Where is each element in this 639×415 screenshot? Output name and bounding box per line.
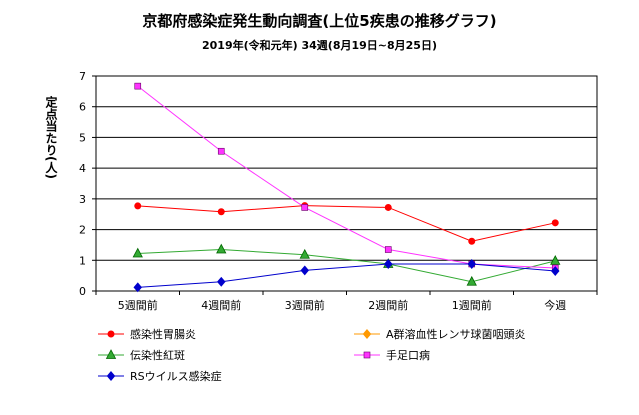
chart-legend: 感染性胃腸炎 A群溶血性レンサ球菌咽頭炎伝染性紅斑 手足口病 RSウイルス感染症 bbox=[96, 326, 596, 396]
legend-item: 感染性胃腸炎 bbox=[96, 326, 196, 342]
data-point bbox=[134, 202, 142, 210]
legend-item: 伝染性紅斑 bbox=[96, 347, 185, 363]
data-point bbox=[550, 266, 560, 277]
x-tick-label: 1週間前 bbox=[452, 298, 492, 312]
data-point bbox=[132, 247, 143, 258]
legend-marker bbox=[362, 329, 372, 339]
data-point bbox=[551, 219, 559, 227]
legend-label: A群溶血性レンサ球菌咽頭炎 bbox=[386, 328, 526, 341]
data-point bbox=[384, 203, 392, 211]
data-point bbox=[384, 246, 392, 253]
legend-marker bbox=[106, 371, 116, 381]
x-tick-label: 2週間前 bbox=[368, 298, 408, 312]
legend-label: 感染性胃腸炎 bbox=[130, 328, 196, 341]
data-point bbox=[467, 259, 477, 269]
chart-title: 京都府感染症発生動向調査(上位5疾患の推移グラフ) bbox=[142, 12, 497, 30]
data-point bbox=[300, 265, 310, 276]
series-line-3 bbox=[137, 85, 556, 269]
data-point bbox=[133, 282, 143, 293]
data-point bbox=[299, 248, 310, 259]
data-point bbox=[217, 147, 225, 155]
y-tick-label: 5 bbox=[79, 131, 86, 144]
legend-swatch bbox=[98, 349, 124, 359]
series-line-0 bbox=[137, 205, 556, 242]
data-point bbox=[466, 275, 477, 286]
legend-marker bbox=[105, 349, 117, 359]
legend-marker bbox=[107, 330, 115, 338]
x-tick-label: 今週 bbox=[544, 298, 566, 312]
y-tick-label: 7 bbox=[79, 70, 86, 83]
y-tick-label: 6 bbox=[79, 101, 86, 114]
legend-swatch bbox=[98, 330, 124, 338]
chart-subtitle: 2019年(令和元年) 34週(8月19日~8月25日) bbox=[201, 39, 437, 52]
data-point bbox=[216, 276, 226, 287]
legend-item: RSウイルス感染症 bbox=[96, 368, 222, 384]
legend-label: 手足口病 bbox=[386, 349, 430, 362]
legend-marker bbox=[363, 351, 371, 359]
legend-swatch bbox=[354, 351, 380, 359]
legend-swatch bbox=[354, 329, 380, 339]
series-line-4 bbox=[137, 263, 556, 288]
data-point bbox=[383, 259, 393, 269]
y-tick-label: 1 bbox=[79, 254, 86, 267]
legend-item: A群溶血性レンサ球菌咽頭炎 bbox=[352, 326, 526, 342]
x-tick-label: 3週間前 bbox=[285, 298, 325, 312]
data-point bbox=[216, 243, 227, 254]
y-tick-label: 0 bbox=[79, 285, 86, 298]
y-tick-label: 3 bbox=[79, 193, 86, 206]
data-point bbox=[550, 255, 561, 265]
legend-swatch bbox=[98, 371, 124, 381]
data-point bbox=[217, 208, 225, 216]
data-point bbox=[134, 82, 142, 90]
legend-item: 手足口病 bbox=[352, 347, 430, 363]
x-tick-label: 5週間前 bbox=[118, 298, 158, 312]
y-axis-label: 定点当たり(人) bbox=[44, 96, 58, 179]
legend-label: RSウイルス感染症 bbox=[130, 370, 222, 383]
legend-label: 伝染性紅斑 bbox=[130, 349, 185, 362]
y-tick-label: 4 bbox=[79, 162, 86, 175]
y-tick-label: 2 bbox=[79, 224, 86, 237]
data-point bbox=[301, 204, 309, 211]
series-line-2 bbox=[137, 249, 556, 283]
data-point bbox=[468, 237, 476, 245]
x-tick-label: 4週間前 bbox=[201, 298, 241, 312]
plot-area bbox=[95, 75, 598, 292]
